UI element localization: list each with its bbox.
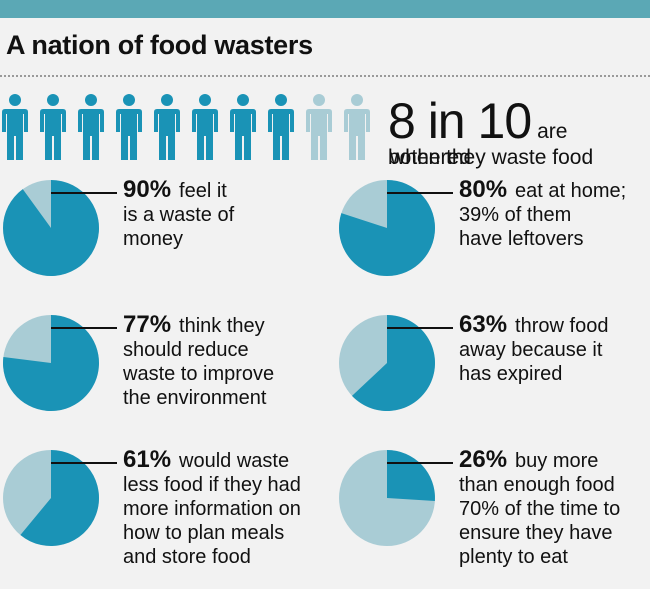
pie-chart [3,315,99,411]
stat-text: 61% would waste less food if they had more … [123,448,301,569]
stat-percent: 26% [459,446,508,473]
stat-description-line: waste to improve [123,363,275,385]
stat-description-line: money [123,228,184,250]
stat-percent: 77% [123,311,172,338]
stat-description: feel it [179,180,227,202]
pie-value-slice [339,180,435,276]
leader-line [51,462,117,464]
stat-description-line: ensure they have [459,522,613,544]
stat-description: eat at home; [515,180,627,202]
stat-description-line: and store food [123,546,251,568]
headline-text-line1: are bothered [388,120,568,169]
stat-description-line: how to plan meals [123,522,285,544]
stat-percent: 90% [123,176,172,203]
person-icon [154,94,180,160]
stat-description-line: more information on [123,498,301,520]
person-icon [40,94,66,160]
stat-description-line: than enough food [459,474,615,496]
stat-text: 80% eat at home; 39% of them have leftovers [459,178,626,251]
pie-chart [339,180,435,276]
stat-description-line: should reduce [123,339,249,361]
leader-line [387,192,453,194]
stat-text: 63% throw food away because it has expired [459,313,608,386]
headline-text-line2: when they waste food [390,146,594,169]
stat-description: buy more [515,450,599,472]
stat-description-line: have leftovers [459,228,584,250]
pie-value-slice [20,450,99,546]
stat-description-line: away because it [459,339,603,361]
pie-chart [339,315,435,411]
headline-number: 8 in 10 [388,93,532,149]
dotted-divider [0,75,650,77]
pie-value-slice [387,450,435,502]
pie-value-slice [3,315,99,411]
stat-description: throw food [515,315,609,337]
person-icon [344,94,370,160]
leader-line [51,192,117,194]
stat-description-line: 70% of the time to [459,498,621,520]
page-title: A nation of food wasters [6,30,313,60]
person-icon [268,94,294,160]
stat-description-line: is a waste of [123,204,235,226]
leader-line [387,327,453,329]
leader-line [51,327,117,329]
stat-description-line: 39% of them [459,204,572,226]
pie-value-slice [2,180,100,276]
person-icon [116,94,142,160]
stat-text: 26% buy more than enough food 70% of the ti… [459,448,620,569]
pie-chart [339,450,435,546]
stat-percent: 80% [459,176,508,203]
stat-description: think they [179,315,265,337]
headline: 8 in 10 are bothered when they waste food [388,96,650,170]
pie-chart [3,450,99,546]
stat-description-line: plenty to eat [459,546,568,568]
pie-chart [2,180,100,276]
stat-description: would waste [179,450,290,472]
person-icon [78,94,104,160]
stat-percent: 63% [459,311,508,338]
stat-text: 77% think they should reduce waste to impro… [123,313,274,410]
stat-description-line: the environment [123,387,267,409]
person-icon [306,94,332,160]
leader-line [387,462,453,464]
pie-value-slice [352,315,435,411]
person-icon [230,94,256,160]
stat-description-line: less food if they had [123,474,301,496]
stat-percent: 61% [123,446,172,473]
stat-text: 90% feel it is a waste of money [123,178,234,251]
person-icon [192,94,218,160]
top-color-bar [0,0,650,18]
stat-description-line: has expired [459,363,563,385]
person-icon [2,94,28,160]
